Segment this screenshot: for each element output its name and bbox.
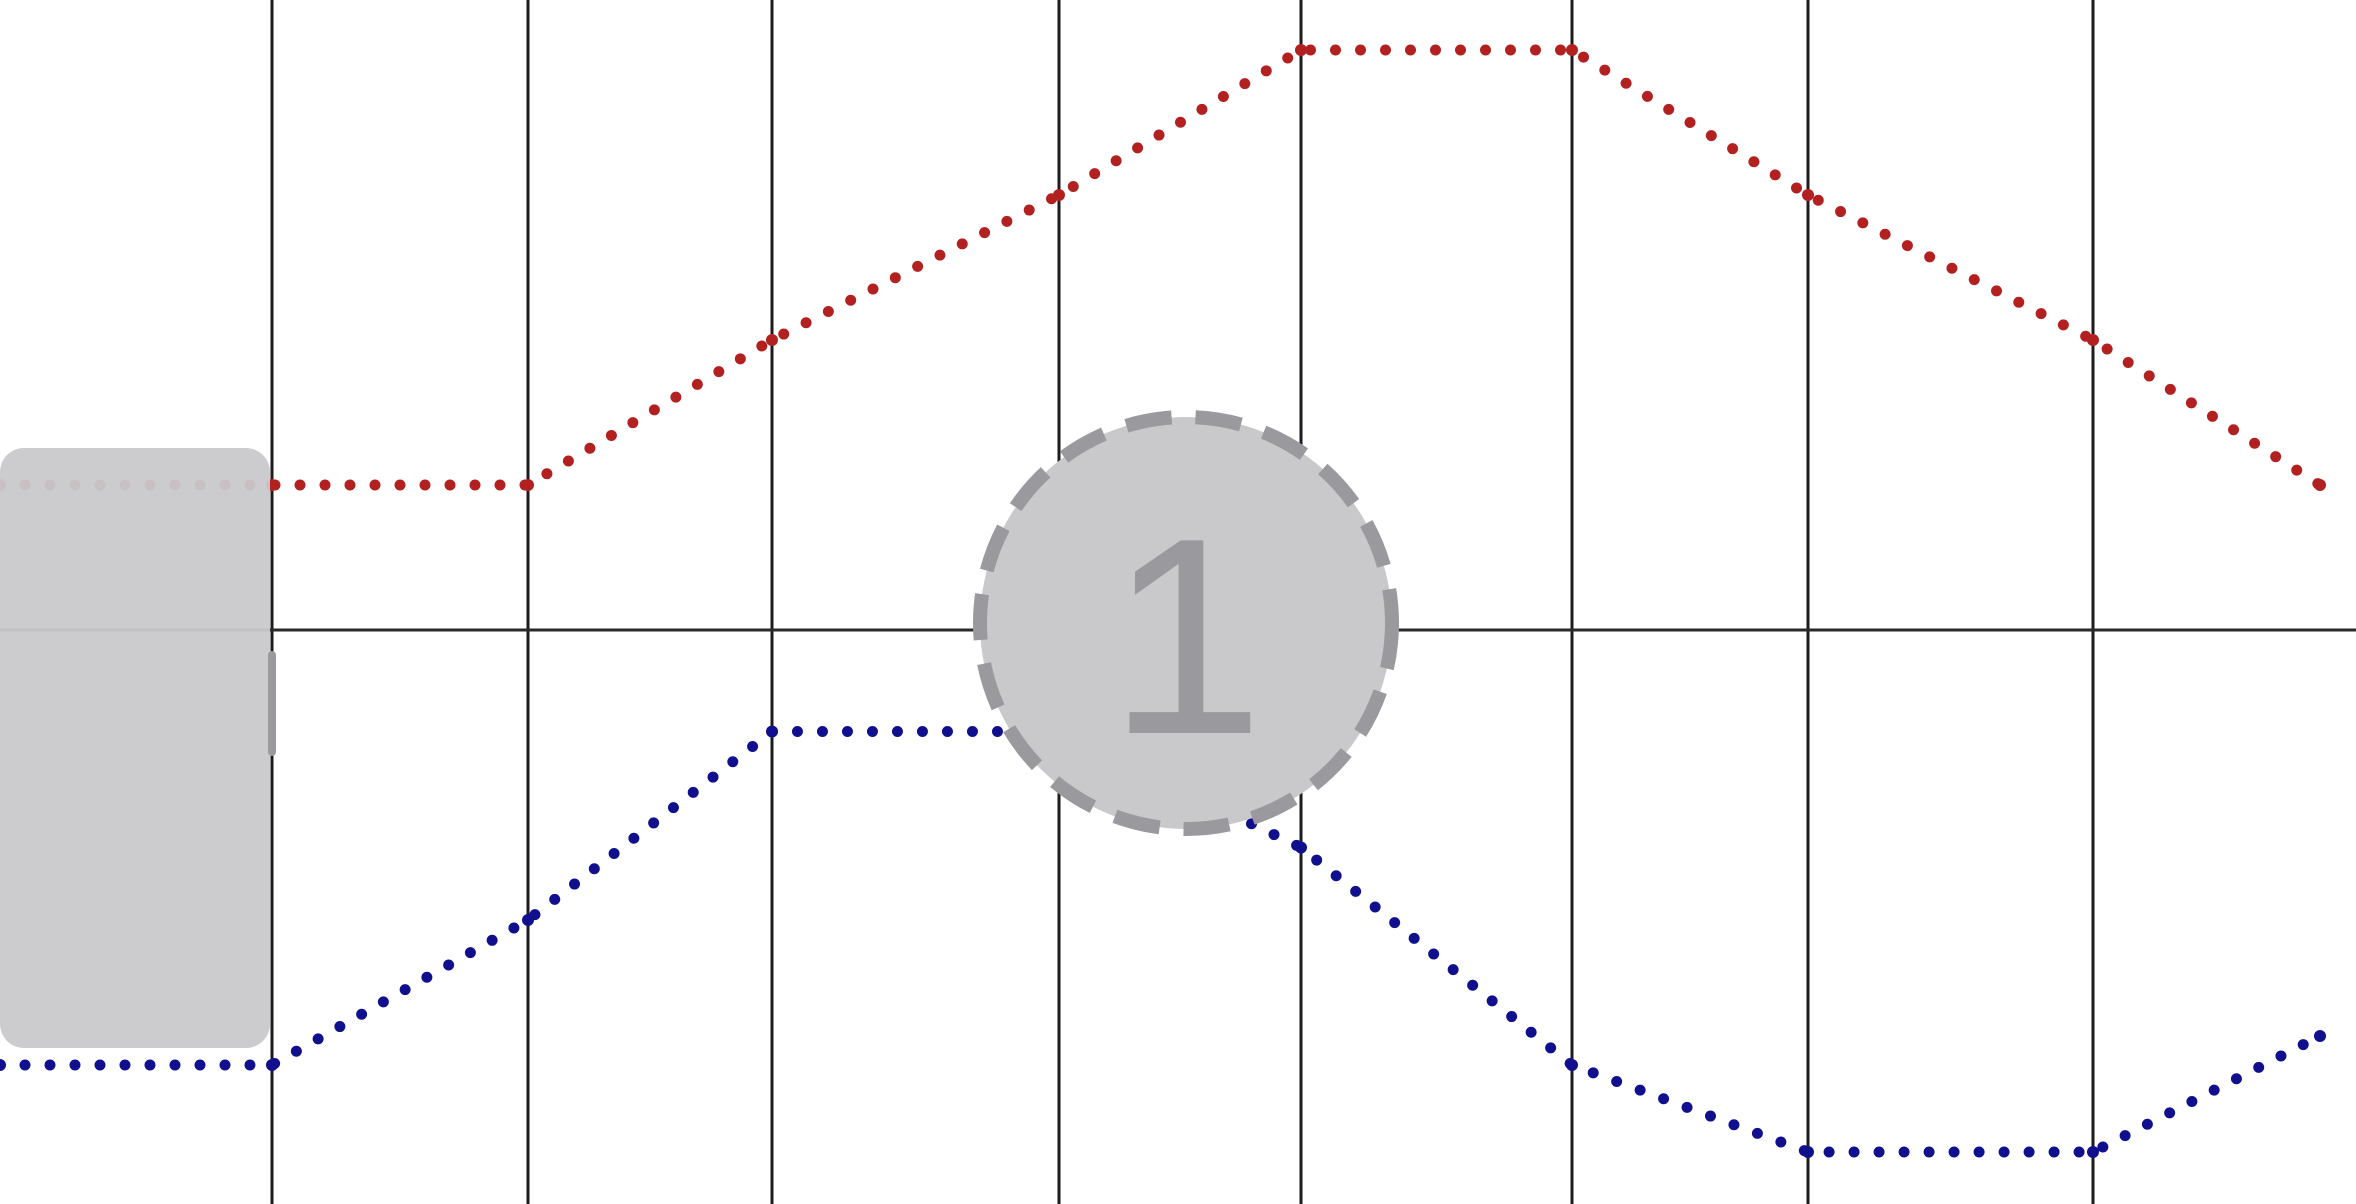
- series-1-point-7: [1802, 189, 1814, 201]
- series-2-point-5: [1295, 841, 1307, 854]
- marker-circle[interactable]: [973, 410, 1399, 836]
- annotation-marker[interactable]: 1: [973, 410, 1399, 836]
- selection-overlay[interactable]: [0, 448, 270, 1048]
- series-2-point-8: [2087, 1146, 2099, 1158]
- series-1-point-8: [2087, 334, 2099, 346]
- series-1-point-6: [1566, 44, 1578, 56]
- series-1-point-4: [1053, 189, 1065, 201]
- series-2-point-1: [266, 1059, 278, 1071]
- series-2-point-6: [1566, 1059, 1578, 1071]
- series-2-point-0: [0, 1059, 6, 1071]
- series-1-point-5: [1295, 44, 1307, 56]
- series-2-point-7: [1802, 1146, 1814, 1158]
- series-1-point-9: [2314, 479, 2326, 491]
- series-2-point-9: [2314, 1030, 2326, 1042]
- series-line-1: [0, 44, 2326, 491]
- series-1-point-3: [766, 334, 778, 346]
- series-1-point-2: [522, 479, 534, 491]
- series-2-point-3: [766, 725, 778, 738]
- series-2-point-2: [522, 914, 534, 926]
- marker-label: 1: [1108, 481, 1264, 793]
